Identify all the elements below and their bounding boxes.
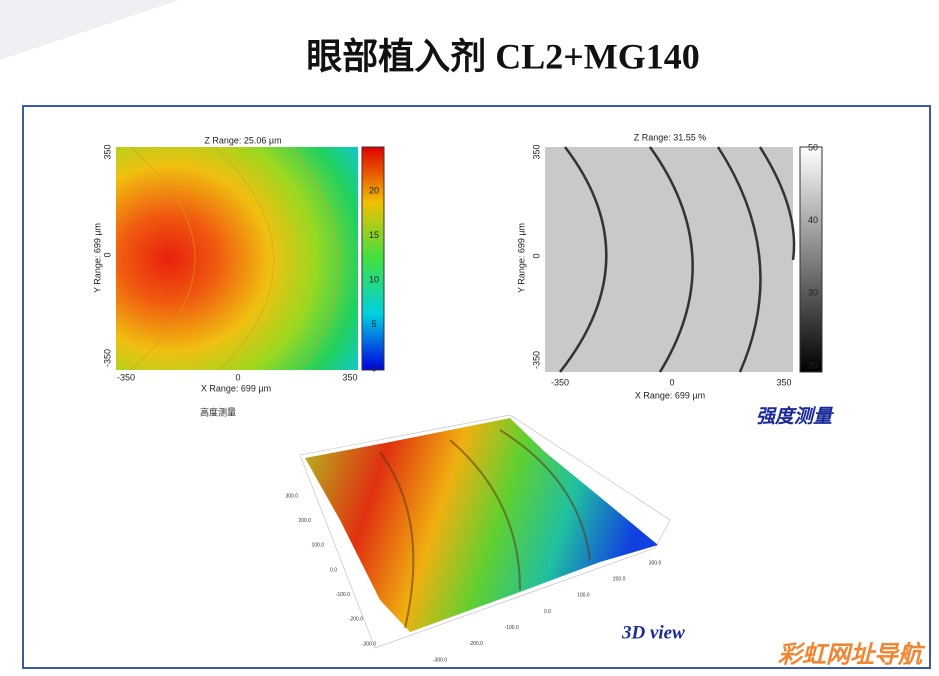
colorbar-label: 20	[808, 360, 818, 370]
caption: 强度测量	[756, 405, 834, 427]
x-tick-label: 0	[669, 377, 674, 387]
height-rings	[129, 146, 339, 371]
colorbar-label: 40	[808, 215, 818, 225]
watermark: 彩虹网址导航	[778, 641, 926, 668]
caption: 3D view	[621, 622, 685, 643]
colorbar-label: 20	[369, 185, 379, 195]
colorbar-label: 0	[371, 363, 376, 373]
intensity-colorbar	[799, 146, 823, 373]
x-tick-label: 0	[235, 372, 240, 382]
y-tick-label: 350	[531, 144, 541, 159]
z-range: Z Range: 31.55 %	[634, 132, 707, 142]
axis-label: 0.0	[544, 609, 551, 615]
colorbar-label: 10	[369, 274, 379, 284]
axis-label: -100.0	[505, 625, 519, 631]
axis-label: -200.0	[469, 641, 483, 647]
y-tick-label: -350	[102, 349, 112, 367]
height-colorbar	[361, 146, 385, 371]
y-tick-label: -350	[531, 351, 541, 369]
y-tick-label: 0	[102, 252, 112, 257]
axis-label: -300.0	[433, 657, 447, 663]
caption: 高度测量	[200, 406, 236, 417]
z-range: Z Range: 25.06 µm	[204, 135, 281, 145]
axis-label: 300.0	[285, 493, 298, 499]
axis-label: -200.0	[349, 617, 363, 623]
colorbar-label: 30	[808, 288, 818, 298]
x-tick-label: -350	[551, 377, 569, 387]
x-tick-label: 350	[776, 377, 791, 387]
axis-label: 300.0	[649, 560, 662, 566]
axis-label: 0.0	[330, 567, 337, 573]
3d-rings	[379, 429, 591, 629]
axis-label: 100.0	[577, 593, 590, 599]
x-tick-label: -350	[117, 372, 135, 382]
3d-box	[299, 414, 671, 649]
3d-axes: 300.0 200.0 100.0 0.0 -100.0 -200.0 -300.0 -300…	[285, 493, 661, 663]
title: 眼部植入剂 CL2+MG140	[306, 36, 700, 76]
corner-decoration	[0, 0, 180, 60]
axis-label: 200.0	[298, 518, 311, 524]
colorbar-label: 15	[369, 230, 379, 240]
axis-label: -300.0	[362, 641, 376, 647]
y-label: Y Range: 699 µm	[516, 223, 526, 293]
y-label: Y Range: 699 µm	[92, 223, 102, 293]
x-label: X Range: 699 µm	[201, 383, 271, 393]
axis-label: -100.0	[336, 592, 350, 598]
y-tick-label: 0	[531, 253, 541, 258]
axis-label: 100.0	[311, 543, 324, 549]
colorbar-label: 50	[808, 142, 818, 152]
axis-label: 200.0	[613, 576, 626, 582]
y-tick-label: 350	[102, 144, 112, 159]
x-label: X Range: 699 µm	[635, 390, 705, 400]
height-map	[116, 147, 358, 370]
intensity-rings	[559, 146, 796, 373]
colorbar-label: 5	[371, 319, 376, 329]
x-tick-label: 350	[342, 372, 357, 382]
